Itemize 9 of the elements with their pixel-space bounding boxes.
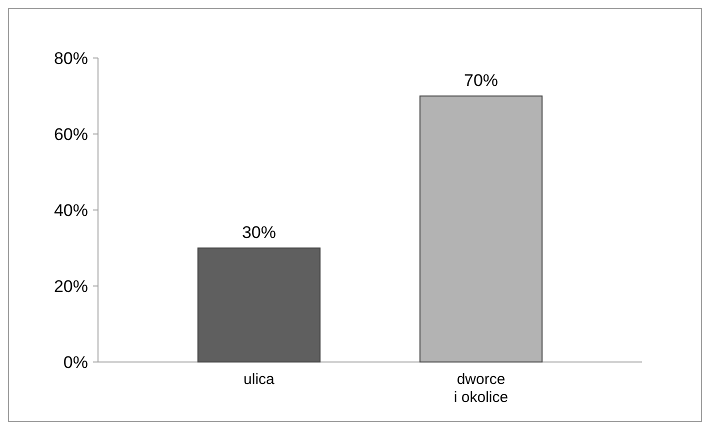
x-tick-label: ulica — [244, 371, 276, 388]
data-label: 70% — [464, 71, 498, 90]
x-tick-label: dworce i okolice — [454, 371, 508, 406]
y-tick-label: 60% — [54, 124, 88, 144]
y-tick-label: 80% — [54, 48, 88, 68]
y-tick-label: 0% — [63, 352, 88, 372]
y-tick-label: 20% — [54, 276, 88, 296]
y-tick-label: 40% — [54, 200, 88, 220]
data-label: 30% — [242, 223, 276, 242]
